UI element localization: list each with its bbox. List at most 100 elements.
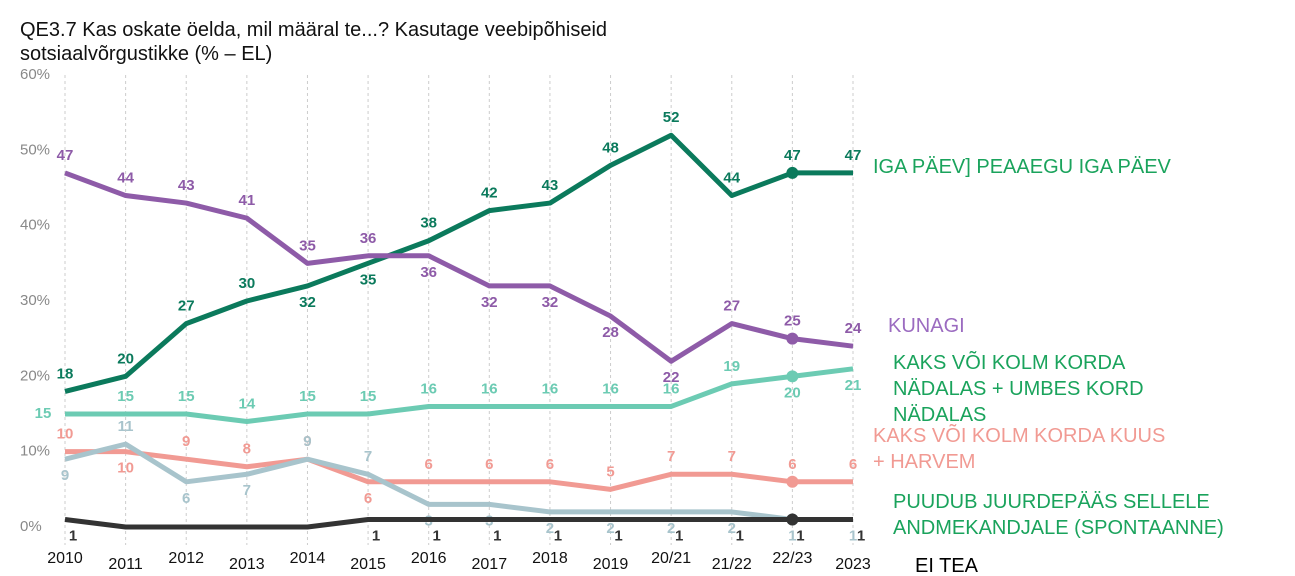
data-label: 7 bbox=[243, 482, 251, 499]
data-label: 32 bbox=[299, 294, 316, 311]
data-label: 2 bbox=[667, 520, 675, 537]
series-line bbox=[64, 441, 853, 522]
data-label: 47 bbox=[57, 147, 74, 164]
data-label: 19 bbox=[723, 358, 740, 375]
data-label: 2 bbox=[728, 520, 736, 537]
data-label: 1 bbox=[857, 527, 865, 544]
data-label: 1 bbox=[614, 527, 622, 544]
y-tick-label: 20% bbox=[20, 367, 50, 384]
data-label: 16 bbox=[542, 380, 559, 397]
data-label: 27 bbox=[178, 298, 195, 315]
series-line bbox=[64, 132, 853, 394]
data-label: 16 bbox=[602, 380, 619, 397]
data-label: 41 bbox=[239, 192, 256, 209]
data-label: 28 bbox=[602, 324, 619, 341]
data-label: 18 bbox=[57, 365, 74, 382]
data-label: 1 bbox=[796, 527, 804, 544]
x-tick-label: 2011 bbox=[108, 556, 143, 573]
x-tick-label: 2016 bbox=[411, 550, 447, 567]
data-label: 16 bbox=[663, 380, 680, 397]
data-label: 35 bbox=[360, 271, 377, 288]
data-label: 6 bbox=[425, 456, 433, 473]
point-marker bbox=[786, 513, 799, 526]
data-label: 21 bbox=[845, 377, 862, 394]
data-label: 6 bbox=[364, 490, 372, 507]
data-label: 24 bbox=[845, 320, 862, 337]
x-tick-label: 22/23 bbox=[772, 550, 812, 567]
data-label: 6 bbox=[182, 490, 190, 507]
data-label: 1 bbox=[736, 527, 744, 544]
data-label: 15 bbox=[178, 388, 195, 405]
data-label: 9 bbox=[303, 433, 311, 450]
x-tick-label: 2019 bbox=[593, 556, 629, 573]
data-label: 15 bbox=[299, 388, 316, 405]
x-tick-label: 2012 bbox=[168, 550, 204, 567]
point-marker bbox=[786, 166, 799, 179]
data-label: 30 bbox=[239, 275, 256, 292]
data-label: 10 bbox=[57, 426, 74, 443]
legend-label: EI TEA bbox=[915, 555, 978, 576]
series-line bbox=[65, 366, 854, 425]
legend-label: KUNAGI bbox=[888, 315, 965, 337]
x-tick-label: 2010 bbox=[47, 550, 83, 567]
data-label: 43 bbox=[542, 177, 559, 194]
data-label: 1 bbox=[433, 527, 441, 544]
x-tick-label: 2015 bbox=[350, 556, 386, 573]
x-tick-label: 20/21 bbox=[651, 550, 691, 567]
x-tick-label: 2023 bbox=[835, 556, 871, 573]
y-tick-label: 60% bbox=[20, 66, 50, 83]
legend-label: PUUDUB JUURDEPÄÄS SELLELE ANDMEKANDJALE … bbox=[893, 491, 1224, 539]
data-label: 1 bbox=[372, 527, 380, 544]
data-label: 15 bbox=[35, 405, 52, 422]
legend-label: KAKS VÕI KOLM KORDA KUUS + HARVEM bbox=[873, 425, 1166, 473]
data-label: 47 bbox=[784, 147, 801, 164]
data-label: 1 bbox=[493, 527, 501, 544]
data-label: 1 bbox=[69, 527, 77, 544]
data-label: 44 bbox=[117, 170, 134, 187]
data-label: 43 bbox=[178, 177, 195, 194]
data-label: 1 bbox=[788, 527, 796, 544]
x-tick-label: 2013 bbox=[229, 556, 265, 573]
x-tick-label: 2018 bbox=[532, 550, 568, 567]
y-tick-label: 0% bbox=[20, 518, 42, 535]
data-label: 47 bbox=[845, 147, 862, 164]
data-label: 52 bbox=[663, 109, 680, 126]
y-tick-label: 50% bbox=[20, 141, 50, 158]
data-label: 7 bbox=[728, 448, 736, 465]
data-label: 1 bbox=[675, 527, 683, 544]
data-label: 27 bbox=[723, 298, 740, 315]
data-label: 32 bbox=[481, 294, 498, 311]
data-label: 6 bbox=[485, 456, 493, 473]
point-marker bbox=[786, 475, 799, 488]
data-label: 6 bbox=[788, 456, 796, 473]
point-marker bbox=[786, 332, 799, 345]
legend-label: KAKS VÕI KOLM KORDA NÄDALAS + UMBES KORD… bbox=[893, 352, 1144, 426]
data-label: 7 bbox=[364, 448, 372, 465]
data-label: 42 bbox=[481, 185, 498, 202]
data-label: 14 bbox=[239, 396, 256, 413]
data-label: 6 bbox=[849, 456, 857, 473]
data-label: 15 bbox=[360, 388, 377, 405]
x-tick-label: 2017 bbox=[472, 556, 508, 573]
data-label: 36 bbox=[420, 264, 437, 281]
data-label: 16 bbox=[420, 380, 437, 397]
data-label: 1 bbox=[849, 527, 857, 544]
data-label: 48 bbox=[602, 139, 619, 156]
data-label: 9 bbox=[61, 467, 69, 484]
data-label: 38 bbox=[420, 215, 437, 232]
data-label: 6 bbox=[546, 456, 554, 473]
data-label: 9 bbox=[182, 433, 190, 450]
data-label: 5 bbox=[606, 463, 614, 480]
data-label: 2 bbox=[606, 520, 614, 537]
y-tick-label: 40% bbox=[20, 217, 50, 234]
data-label: 7 bbox=[667, 448, 675, 465]
x-tick-label: 2014 bbox=[290, 550, 326, 567]
data-label: 35 bbox=[299, 237, 316, 254]
data-label: 9 bbox=[303, 433, 311, 450]
chart-title: QE3.7 Kas oskate öelda, mil määral te...… bbox=[20, 19, 608, 65]
series-line bbox=[64, 170, 854, 364]
legend-label: IGA PÄEV] PEAAEGU IGA PÄEV bbox=[873, 156, 1171, 178]
series-line bbox=[65, 449, 853, 492]
